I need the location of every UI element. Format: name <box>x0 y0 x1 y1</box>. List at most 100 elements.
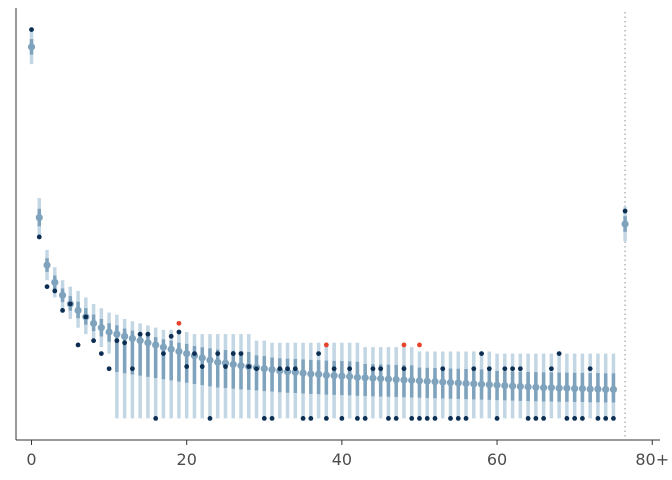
estimate-point <box>621 220 629 228</box>
x-tick-label: 80+ <box>635 450 669 469</box>
observed-point <box>611 416 616 421</box>
estimate-point <box>508 382 517 390</box>
estimate-point <box>221 359 230 367</box>
observed-point <box>331 366 337 372</box>
estimate-point <box>462 379 470 388</box>
observed-point <box>622 208 628 214</box>
estimate-point <box>89 319 98 327</box>
estimate-point <box>524 383 532 391</box>
estimate-point <box>74 306 82 314</box>
observed-point <box>502 366 508 372</box>
observed-point <box>409 416 415 421</box>
estimate-point <box>260 365 268 373</box>
estimate-point <box>198 354 206 362</box>
estimate-point <box>291 368 299 376</box>
estimate-point <box>470 380 478 388</box>
estimate-point <box>571 384 579 393</box>
estimate-point <box>431 378 439 386</box>
x-tick-label: 60 <box>487 450 507 469</box>
observed-point <box>572 416 578 421</box>
estimate-point <box>206 356 214 364</box>
observed-point <box>401 366 407 372</box>
observed-point <box>67 301 73 307</box>
observed-point <box>261 416 267 421</box>
observed-point <box>432 416 438 421</box>
observed-point <box>316 351 322 356</box>
observed-point <box>486 366 492 372</box>
estimate-point <box>415 377 424 385</box>
observed-point <box>595 416 601 421</box>
estimate-point <box>532 383 540 391</box>
observed-point <box>448 416 453 421</box>
estimate-point <box>144 339 152 347</box>
observed-point <box>393 416 399 421</box>
estimate-point <box>377 375 385 383</box>
observed-point <box>184 364 190 369</box>
estimate-point <box>586 385 594 393</box>
estimate-point <box>540 384 548 392</box>
observed-point <box>479 351 484 356</box>
observed-point <box>137 331 143 337</box>
observed-point <box>510 366 515 372</box>
observed-point <box>323 416 329 421</box>
observed-point <box>533 416 539 421</box>
observed-point <box>122 340 128 346</box>
estimate-point <box>353 373 361 381</box>
estimate-point <box>35 213 43 222</box>
observed-point <box>517 366 523 372</box>
estimate-point <box>423 377 431 385</box>
estimate-point <box>361 374 369 382</box>
observed-point <box>106 366 112 372</box>
x-ticks-group: 0 20 40 60 80+ <box>26 440 669 469</box>
estimate-point <box>516 382 524 391</box>
estimate-point <box>330 372 338 380</box>
observed-point <box>238 351 244 356</box>
estimate-point <box>27 43 36 51</box>
estimate-point <box>547 384 555 392</box>
observed-point <box>525 416 531 421</box>
observed-point <box>339 416 345 421</box>
estimate-point <box>43 261 51 269</box>
estimate-point <box>563 384 571 392</box>
observed-point <box>60 308 65 313</box>
observed-point <box>153 416 159 421</box>
estimate-point <box>578 384 587 393</box>
estimate-point <box>113 330 121 338</box>
observed-point <box>29 27 34 32</box>
estimate-point <box>477 380 486 388</box>
estimate-point <box>392 375 400 384</box>
estimate-point <box>175 347 183 356</box>
estimate-point <box>485 381 493 389</box>
observed-point <box>254 366 259 372</box>
observed-point <box>192 351 197 356</box>
estimate-point <box>408 376 416 384</box>
observed-point <box>215 351 221 356</box>
estimate-point <box>439 378 447 386</box>
estimate-point <box>97 324 105 332</box>
observed-point <box>199 364 205 369</box>
observed-point <box>548 366 554 372</box>
estimate-point <box>152 341 160 349</box>
estimate-point <box>121 332 129 340</box>
observed-point <box>52 288 58 294</box>
observed-point <box>347 366 353 372</box>
observed-point <box>114 338 120 344</box>
observed-point <box>603 416 609 421</box>
observed-point <box>370 366 376 372</box>
observed-point <box>129 366 135 372</box>
observed-point <box>300 416 306 421</box>
estimate-point <box>268 365 276 374</box>
observed-point <box>580 416 585 421</box>
estimate-point <box>454 379 462 387</box>
observed-point <box>161 351 166 356</box>
estimate-point <box>369 374 377 382</box>
estimate-point <box>183 350 191 358</box>
observed-point <box>455 416 461 421</box>
observed-point <box>417 416 422 421</box>
observed-point <box>83 314 89 320</box>
estimate-point <box>609 385 618 394</box>
estimate-point <box>128 334 136 343</box>
estimate-point <box>105 328 113 336</box>
observed-point <box>541 416 547 421</box>
